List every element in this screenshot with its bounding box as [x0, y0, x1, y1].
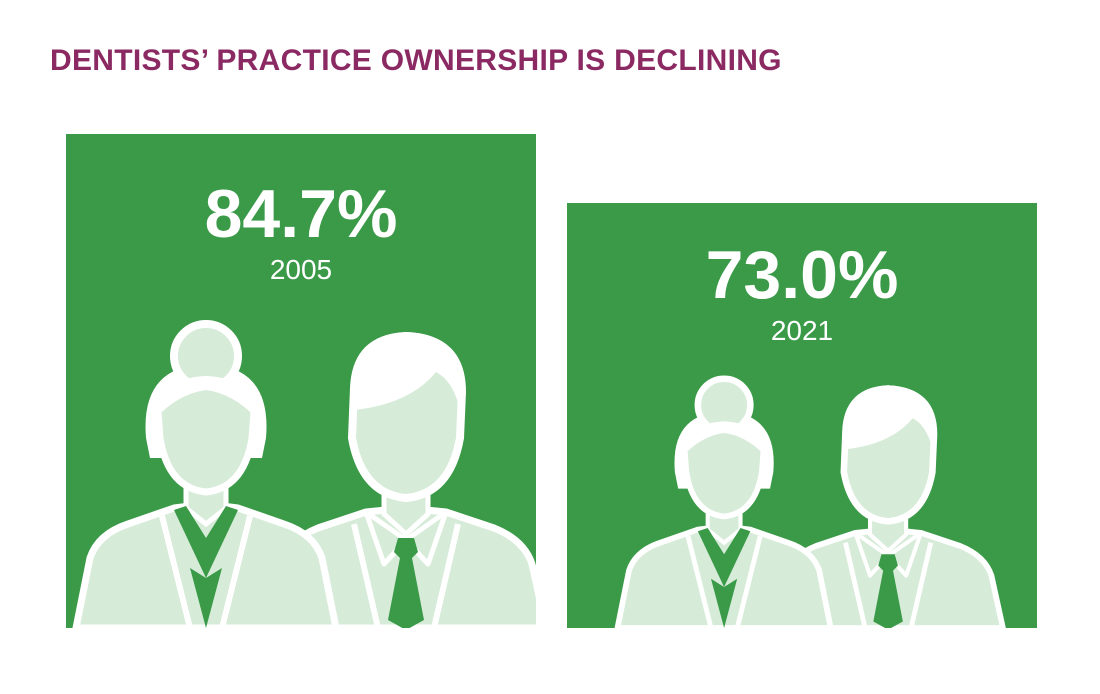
figures-group [614, 375, 1006, 628]
category-label-2021: 2021 [770, 315, 834, 346]
bar-2021: 73.0% 2021 [567, 203, 1037, 628]
bar-2005: 84.7% 2005 [66, 134, 536, 628]
chart-title: DENTISTS’ PRACTICE OWNERSHIP IS DECLININ… [50, 44, 782, 77]
category-label-2005: 2005 [269, 254, 333, 285]
person-male-icon [770, 385, 1006, 628]
person-female-icon [72, 320, 340, 628]
person-male-icon [262, 331, 536, 628]
value-label-2005: 84.7% [204, 176, 398, 252]
value-label-2021: 73.0% [705, 237, 899, 313]
person-female-icon [614, 375, 834, 628]
figures-group [72, 320, 536, 628]
